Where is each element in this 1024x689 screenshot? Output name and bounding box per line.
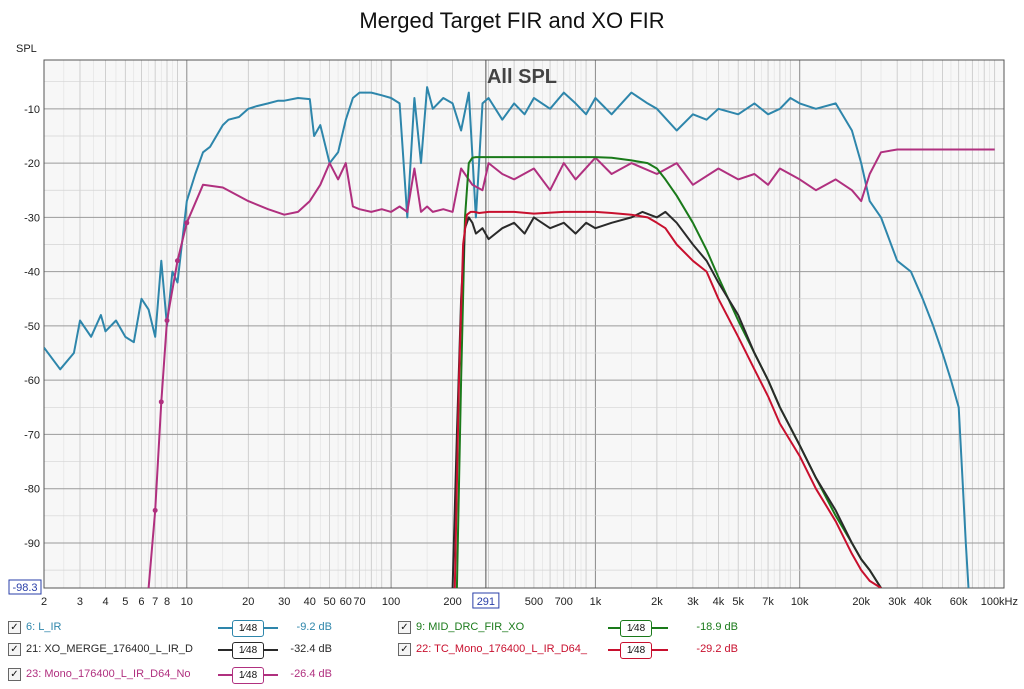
x-tick-label: 200 xyxy=(443,596,461,608)
x-tick-label: 60 xyxy=(340,596,352,608)
x-tick-label: 10 xyxy=(181,596,193,608)
x-tick-label: 1k xyxy=(590,596,602,608)
x-tick-label: 100kHz xyxy=(981,596,1018,608)
y-tick-label: -60 xyxy=(24,375,40,387)
plot-frame xyxy=(43,59,1005,589)
x-tick-label: 40 xyxy=(304,596,316,608)
legend-item-mid-drc[interactable]: ✓ 9: MID_DRC_FIR_XO 1⁄48 -18.9 dB xyxy=(398,618,778,638)
y-axis-label: SPL xyxy=(16,43,37,55)
chart-title: Merged Target FIR and XO FIR xyxy=(359,8,665,33)
legend-value: -29.2 dB xyxy=(696,643,738,655)
series-point xyxy=(174,258,180,264)
legend-smoothing-box[interactable]: 1⁄48 xyxy=(620,642,652,659)
cursor-label: 291 xyxy=(477,596,495,608)
x-tick-label: 5 xyxy=(122,596,128,608)
x-tick-label: 70 xyxy=(353,596,365,608)
y-tick-label: -20 xyxy=(24,158,40,170)
x-tick-label: 500 xyxy=(525,596,543,608)
series-line-4[interactable] xyxy=(147,148,995,589)
y-tick-label: -90 xyxy=(24,538,40,550)
x-tick-label: 100 xyxy=(382,596,400,608)
x-tick-label: 20k xyxy=(852,596,870,608)
y-tick-label: -10 xyxy=(24,104,40,116)
legend-value: -18.9 dB xyxy=(696,621,738,633)
legend-value: -32.4 dB xyxy=(290,643,332,655)
legend-panel: ✓ 6: L_IR 1⁄48 -9.2 dB ✓ 9: MID_DRC_FIR_… xyxy=(0,614,1024,689)
y-min-label: -98.3 xyxy=(12,582,37,594)
x-tick-label: 20 xyxy=(242,596,254,608)
y-min-box xyxy=(8,579,42,595)
y-tick-label: -70 xyxy=(24,429,40,441)
series-point xyxy=(152,507,158,513)
cursor-box xyxy=(472,592,500,609)
legend-checkbox[interactable]: ✓ xyxy=(398,621,411,634)
x-tick-label: 3 xyxy=(77,596,83,608)
series-point xyxy=(184,220,190,226)
series-line-3[interactable] xyxy=(453,210,882,588)
legend-value: -26.4 dB xyxy=(290,668,332,680)
legend-item-l-ir[interactable]: ✓ 6: L_IR 1⁄48 -9.2 dB xyxy=(8,618,388,638)
x-tick-label: 2 xyxy=(41,596,47,608)
legend-checkbox[interactable]: ✓ xyxy=(398,643,411,656)
legend-item-tc-mono[interactable]: ✓ 22: TC_Mono_176400_L_IR_D64_ 1⁄48 -29.… xyxy=(398,640,778,660)
y-tick-label: -50 xyxy=(24,321,40,333)
plot-background xyxy=(44,60,1004,588)
legend-series-name: 6: L_IR xyxy=(26,621,62,633)
x-tick-label: 7 xyxy=(152,596,158,608)
x-tick-label: 60k xyxy=(950,596,968,608)
legend-checkbox[interactable]: ✓ xyxy=(8,668,21,681)
legend-series-name: 21: XO_MERGE_176400_L_IR_D xyxy=(26,643,193,655)
x-tick-label: 30k xyxy=(888,596,906,608)
x-tick-label: 8 xyxy=(164,596,170,608)
x-tick-label: 10k xyxy=(791,596,809,608)
x-tick-label: 4k xyxy=(713,596,725,608)
x-tick-label: 30 xyxy=(278,596,290,608)
x-tick-label: 3k xyxy=(687,596,699,608)
x-tick-label: 2k xyxy=(651,596,663,608)
series-point xyxy=(158,399,164,405)
y-tick-label: -40 xyxy=(24,267,40,279)
y-tick-label: -80 xyxy=(24,484,40,496)
x-tick-label: 40k xyxy=(914,596,932,608)
y-tick-label: -30 xyxy=(24,212,40,224)
legend-value: -9.2 dB xyxy=(296,621,332,633)
legend-item-xo-merge[interactable]: ✓ 21: XO_MERGE_176400_L_IR_D 1⁄48 -32.4 … xyxy=(8,640,388,660)
legend-smoothing-box[interactable]: 1⁄48 xyxy=(232,667,264,684)
legend-checkbox[interactable]: ✓ xyxy=(8,643,21,656)
x-tick-label: 4 xyxy=(102,596,108,608)
legend-item-mono[interactable]: ✓ 23: Mono_176400_L_IR_D64_No 1⁄48 -26.4… xyxy=(8,665,388,685)
x-tick-label: 5k xyxy=(732,596,744,608)
series-point xyxy=(164,317,170,323)
legend-checkbox[interactable]: ✓ xyxy=(8,621,21,634)
x-tick-label: 7k xyxy=(762,596,774,608)
series-line-1[interactable] xyxy=(451,210,882,588)
annotation-all-spl: All SPL xyxy=(487,66,557,88)
legend-smoothing-box[interactable]: 1⁄48 xyxy=(232,620,264,637)
legend-series-name: 9: MID_DRC_FIR_XO xyxy=(416,621,525,633)
x-tick-label: 50 xyxy=(323,596,335,608)
legend-smoothing-box[interactable]: 1⁄48 xyxy=(232,642,264,659)
x-tick-label: 6 xyxy=(138,596,144,608)
x-tick-label: 700 xyxy=(555,596,573,608)
legend-smoothing-box[interactable]: 1⁄48 xyxy=(620,620,652,637)
legend-series-name: 23: Mono_176400_L_IR_D64_No xyxy=(26,668,191,680)
legend-series-name: 22: TC_Mono_176400_L_IR_D64_ xyxy=(416,643,588,655)
